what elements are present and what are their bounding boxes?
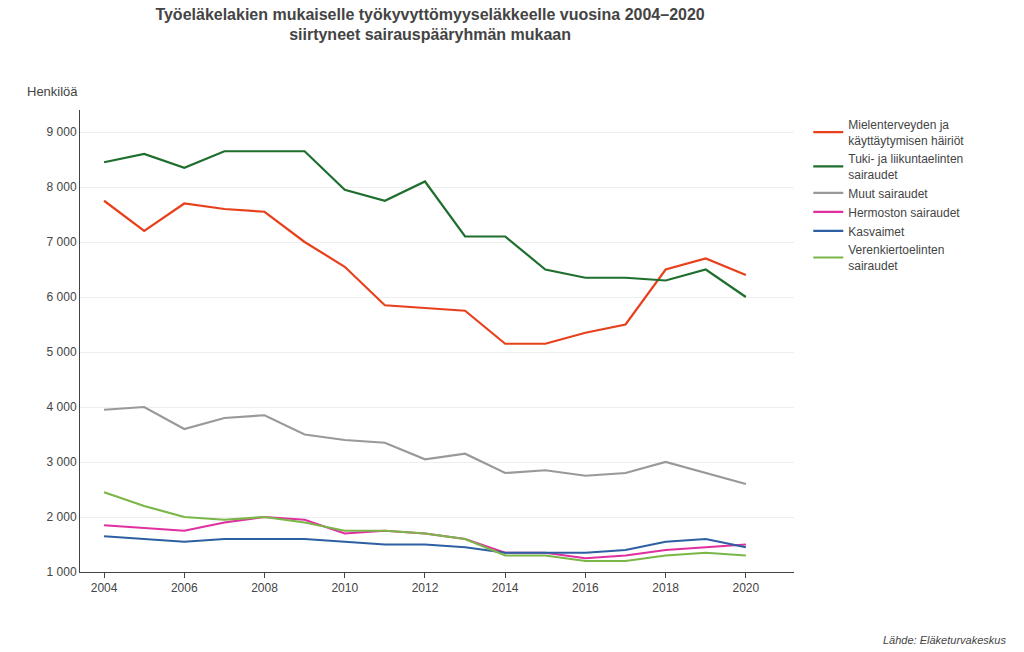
svg-text:3 000: 3 000 (47, 455, 77, 469)
svg-text:Kasvaimet: Kasvaimet (848, 225, 905, 239)
svg-text:Henkilöä: Henkilöä (27, 84, 78, 99)
svg-text:Tuki- ja liikuntaelintensairau: Tuki- ja liikuntaelintensairaudet (848, 152, 963, 182)
svg-text:2 000: 2 000 (47, 510, 77, 524)
svg-text:9 000: 9 000 (47, 125, 77, 139)
svg-text:4 000: 4 000 (47, 400, 77, 414)
svg-text:2020: 2020 (733, 581, 760, 595)
svg-text:2016: 2016 (572, 581, 599, 595)
svg-text:Hermoston sairaudet: Hermoston sairaudet (848, 206, 960, 220)
svg-text:7 000: 7 000 (47, 235, 77, 249)
svg-text:Muut sairaudet: Muut sairaudet (848, 187, 928, 201)
svg-text:Lähde: Eläketurvakeskus: Lähde: Eläketurvakeskus (883, 634, 1006, 646)
svg-text:2004: 2004 (91, 581, 118, 595)
svg-text:Mielenterveyden jakäyttäytymis: Mielenterveyden jakäyttäytymisen häiriöt (848, 118, 964, 148)
svg-text:2018: 2018 (652, 581, 679, 595)
svg-text:6 000: 6 000 (47, 290, 77, 304)
svg-text:2010: 2010 (331, 581, 358, 595)
svg-text:Verenkiertoelintensairaudet: Verenkiertoelintensairaudet (848, 243, 944, 273)
svg-text:5 000: 5 000 (47, 345, 77, 359)
svg-text:2006: 2006 (171, 581, 198, 595)
svg-text:8 000: 8 000 (47, 180, 77, 194)
svg-text:Työeläkelakien mukaiselle työk: Työeläkelakien mukaiselle työkyvyttömyys… (155, 6, 704, 44)
svg-text:2012: 2012 (412, 581, 439, 595)
svg-text:2008: 2008 (251, 581, 278, 595)
svg-text:2014: 2014 (492, 581, 519, 595)
svg-text:1 000: 1 000 (47, 565, 77, 579)
